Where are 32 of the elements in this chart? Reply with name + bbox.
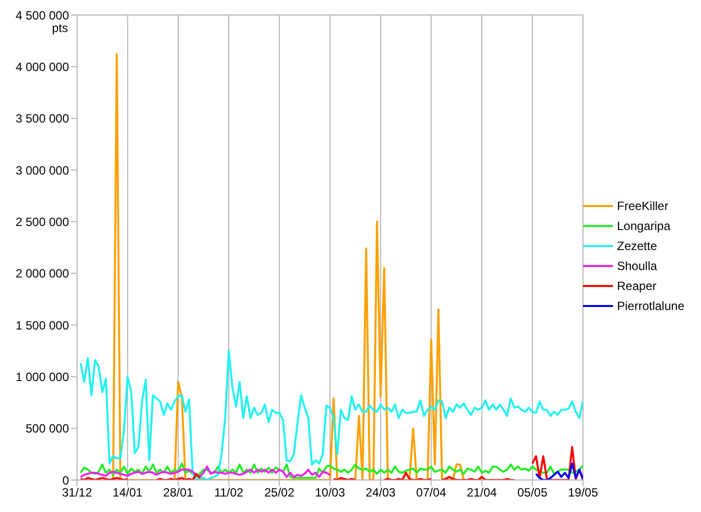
y-tick-label: 4 500 000 — [16, 8, 70, 22]
legend-label: FreeKiller — [617, 199, 668, 213]
legend-label: Longaripa — [617, 219, 670, 233]
y-tick-label: 1 000 000 — [16, 370, 70, 384]
y-tick-label: 3 000 000 — [16, 163, 70, 178]
line-series — [80, 350, 583, 480]
y-tick-label: 2 500 000 — [16, 214, 70, 229]
y-tick-label: 4 000 000 — [16, 60, 70, 74]
x-tick-label: 28/01 — [163, 486, 194, 500]
x-tick-label: 25/02 — [264, 486, 295, 500]
line-series — [80, 466, 331, 478]
x-tick-label: 19/05 — [568, 486, 598, 500]
legend-label: Reaper — [617, 279, 656, 293]
x-tick-label: 21/04 — [466, 486, 498, 500]
y-tick-label: 0 — [62, 473, 70, 488]
x-tick-label: 24/03 — [366, 486, 396, 500]
legend-label: Shoulla — [617, 259, 658, 273]
y-tick-label: 2 000 000 — [16, 266, 70, 281]
legend-label: Zezette — [617, 239, 658, 253]
legend-label: Pierrotlalune — [617, 299, 684, 313]
x-tick-label: 14/01 — [112, 486, 143, 500]
line-series — [80, 462, 583, 479]
x-tick-label: 11/02 — [214, 486, 244, 500]
y-tick-label: 500 000 — [26, 422, 70, 436]
line-series — [535, 462, 583, 480]
y-axis-title: pts — [52, 21, 68, 35]
x-tick-label: 10/03 — [314, 486, 346, 500]
x-tick-label: 05/05 — [517, 486, 548, 500]
y-tick-label: 3 500 000 — [16, 112, 70, 126]
x-tick-label: 31/12 — [62, 486, 92, 500]
x-tick-label: 07/04 — [416, 486, 447, 500]
y-tick-label: 1 500 000 — [16, 318, 70, 332]
